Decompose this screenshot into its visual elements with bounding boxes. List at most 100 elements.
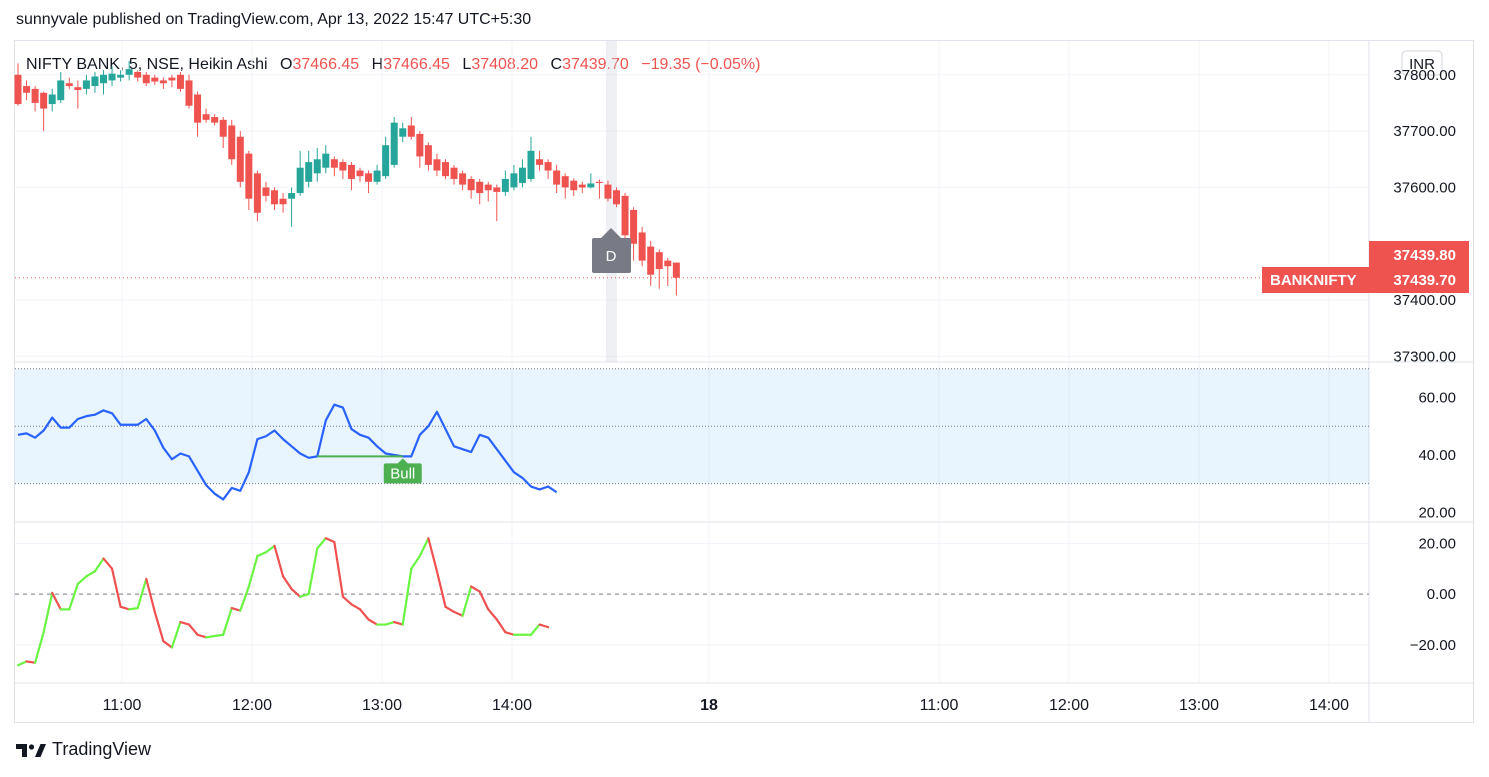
candle-body [185, 80, 193, 106]
tradingview-logo-icon [16, 743, 46, 757]
candle-body [578, 184, 586, 188]
osc-tick-label: 20.00 [1418, 504, 1456, 521]
mom-segment [68, 582, 79, 611]
candle-body [587, 183, 595, 188]
candle-body [424, 145, 432, 165]
candle-body [82, 80, 90, 89]
candle-body [390, 122, 398, 165]
candle-body [467, 178, 475, 191]
candle-body [23, 86, 31, 93]
candle-body [433, 159, 441, 171]
mom-segment [85, 570, 97, 578]
candle-body [638, 232, 646, 261]
osc-line [17, 403, 558, 501]
mom-segment [25, 660, 37, 664]
mom-segment [316, 537, 327, 550]
candle-body [228, 125, 236, 160]
candle-body [159, 80, 167, 84]
currency-button[interactable] [1401, 50, 1443, 76]
mom-segment [504, 631, 516, 636]
candle-body [339, 162, 347, 171]
candle-body [202, 114, 210, 120]
osc-tick-label: 40.00 [1418, 447, 1456, 464]
time-tick-label: 11:00 [103, 697, 142, 714]
price-tag-bg [1369, 241, 1469, 267]
candle-body [117, 74, 125, 78]
time-tick-label: 12:00 [232, 697, 272, 714]
candle-body [356, 170, 364, 177]
candle-body [48, 94, 56, 105]
mom-segment [102, 557, 114, 570]
time-tick-label: 18 [700, 697, 718, 714]
mom-segment [205, 634, 216, 639]
candle-body [672, 262, 680, 278]
osc-band [15, 368, 1369, 484]
candle-body [442, 162, 449, 177]
marker-highlight [606, 41, 617, 362]
candle-body [168, 77, 176, 81]
symbol-tag-label: BANKNIFTY [1270, 272, 1357, 289]
candle-body [108, 73, 116, 81]
mom-segment [333, 540, 344, 598]
mom-segment [187, 623, 199, 636]
mom-segment [495, 618, 507, 634]
mom-segment [358, 608, 370, 621]
legend-low-value: 37408.20 [471, 56, 538, 73]
candle-body [305, 162, 313, 182]
time-tick-label: 12:00 [1049, 697, 1089, 714]
mom-segment [136, 577, 148, 610]
mom-segment [350, 603, 362, 611]
candle-body [373, 170, 381, 182]
mom-segment [264, 544, 276, 554]
mom-segment [470, 585, 481, 593]
mom-segment [307, 547, 319, 596]
mom-segment [427, 537, 439, 573]
candle-body [313, 159, 321, 174]
mom-segment [478, 590, 490, 611]
candle-body [65, 83, 73, 87]
legend-close-value: 37439.70 [562, 56, 629, 73]
mom-segment [529, 623, 541, 636]
candle-body [595, 181, 603, 183]
time-tick-label: 14:00 [1309, 697, 1349, 714]
mom-segment [213, 633, 225, 638]
time-tick-label: 13:00 [1179, 697, 1219, 714]
price-tick-label: 37400.00 [1393, 292, 1456, 309]
candle-body [151, 77, 159, 82]
mom-segment [401, 567, 413, 626]
mom-segment [76, 575, 88, 586]
mom-segment [281, 575, 293, 591]
mom-segment [247, 554, 259, 588]
mom-segment [179, 620, 191, 626]
legend-change: −19.35 (−0.05%) [641, 56, 760, 73]
candle-body [484, 184, 492, 191]
marker-badge [592, 228, 631, 273]
candle-body [399, 128, 407, 137]
price-tick-label: 37800.00 [1393, 67, 1456, 84]
legend-open-label: O [280, 56, 292, 73]
footer-brand: TradingView [16, 739, 151, 760]
legend-high-label: H [372, 56, 384, 73]
candle-body [416, 133, 424, 157]
mom-tick-label: 0.00 [1427, 586, 1456, 603]
mom-segment [444, 605, 456, 613]
mom-segment [162, 639, 173, 649]
mom-segment [110, 567, 122, 608]
currency-label: INR [1409, 56, 1435, 73]
chart-frame [14, 40, 1474, 723]
candle-body [40, 92, 48, 109]
candle-body [330, 159, 338, 168]
candle-body [347, 164, 355, 179]
candle-body [176, 74, 184, 89]
footer-brand-label: TradingView [52, 739, 152, 759]
candle-body [553, 170, 561, 185]
candle-body [262, 187, 270, 196]
candle-body [501, 178, 509, 192]
mom-segment [367, 618, 379, 626]
candle-body [296, 167, 304, 194]
mom-segment [418, 537, 430, 558]
time-tick-label: 11:00 [920, 697, 959, 714]
legend-high-value: 37466.45 [383, 56, 450, 73]
mom-segment [239, 585, 250, 612]
